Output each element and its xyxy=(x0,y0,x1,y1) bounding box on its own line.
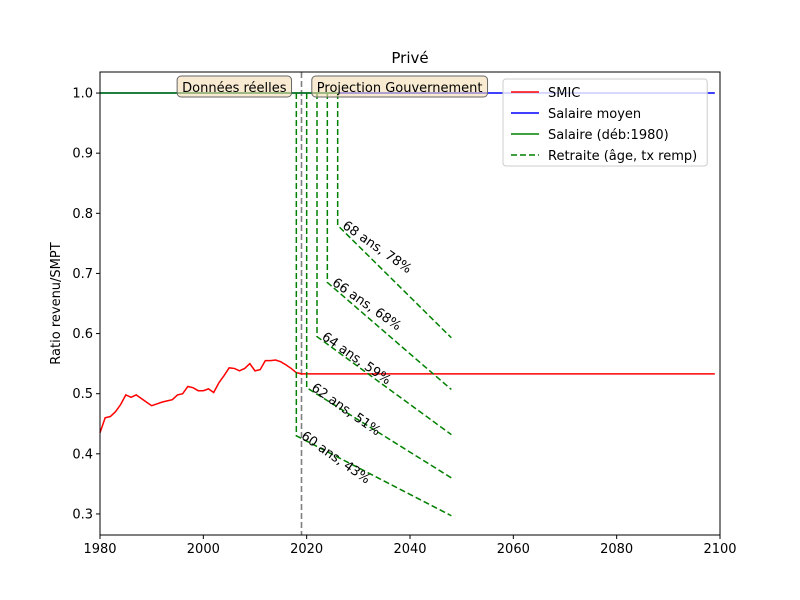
y-tick-label-0: 0.3 xyxy=(72,507,93,522)
x-tick-label-4: 2060 xyxy=(497,542,530,557)
retirement-line-4 xyxy=(336,93,452,339)
annotation-box-frame-1 xyxy=(311,75,489,98)
y-tick-label-6: 0.9 xyxy=(72,147,93,162)
legend: SMIC Salaire moyen Salaire (déb:1980) Retra… xyxy=(502,78,708,167)
y-tick-label-7: 1.0 xyxy=(72,87,93,102)
x-tick-label-2: 2020 xyxy=(290,542,323,557)
annotation-box-text-0: Données réelles xyxy=(182,81,287,96)
legend-label-0: SMIC xyxy=(548,86,580,101)
y-tick-label-4: 0.7 xyxy=(72,267,93,282)
x-axis: 1980 2000 2020 2040 2060 2080 2100 xyxy=(83,535,737,557)
annotation-box-frame-0 xyxy=(176,75,293,98)
legend-label-1: Salaire moyen xyxy=(548,107,641,122)
legend-frame xyxy=(502,78,708,167)
chart-title: Privé xyxy=(391,49,428,67)
y-tick-label-1: 0.4 xyxy=(72,447,93,462)
x-tick-label-5: 2080 xyxy=(600,542,633,557)
annotation-box-0: Données réelles xyxy=(176,75,293,98)
y-axis-title: Ratio revenu/SMPT xyxy=(49,242,64,364)
legend-label-3: Retraite (âge, tx remp) xyxy=(548,149,697,164)
series-line-0 xyxy=(99,359,715,434)
x-tick-label-3: 2040 xyxy=(393,542,426,557)
retirement-line-3 xyxy=(326,93,452,391)
y-tick-label-3: 0.6 xyxy=(72,327,93,342)
x-tick-label-0: 1980 xyxy=(83,542,116,557)
annotation-box-1: Projection Gouvernement xyxy=(311,75,489,98)
retirement-line-0 xyxy=(295,93,452,517)
x-tick-label-1: 2000 xyxy=(187,542,220,557)
x-tick-label-6: 2100 xyxy=(703,542,736,557)
y-axis: 0.3 0.4 0.5 0.6 0.7 0.8 0.9 1.0 xyxy=(72,87,100,522)
annotation-box-text-1: Projection Gouvernement xyxy=(317,81,483,96)
retirement-line-2 xyxy=(316,93,452,436)
y-tick-label-5: 0.8 xyxy=(72,207,93,222)
annotation-boxes: Données réelles Projection Gouvernement xyxy=(176,75,489,98)
y-tick-label-2: 0.5 xyxy=(72,387,93,402)
retirement-line-1 xyxy=(305,93,452,479)
legend-label-2: Salaire (déb:1980) xyxy=(548,128,669,143)
